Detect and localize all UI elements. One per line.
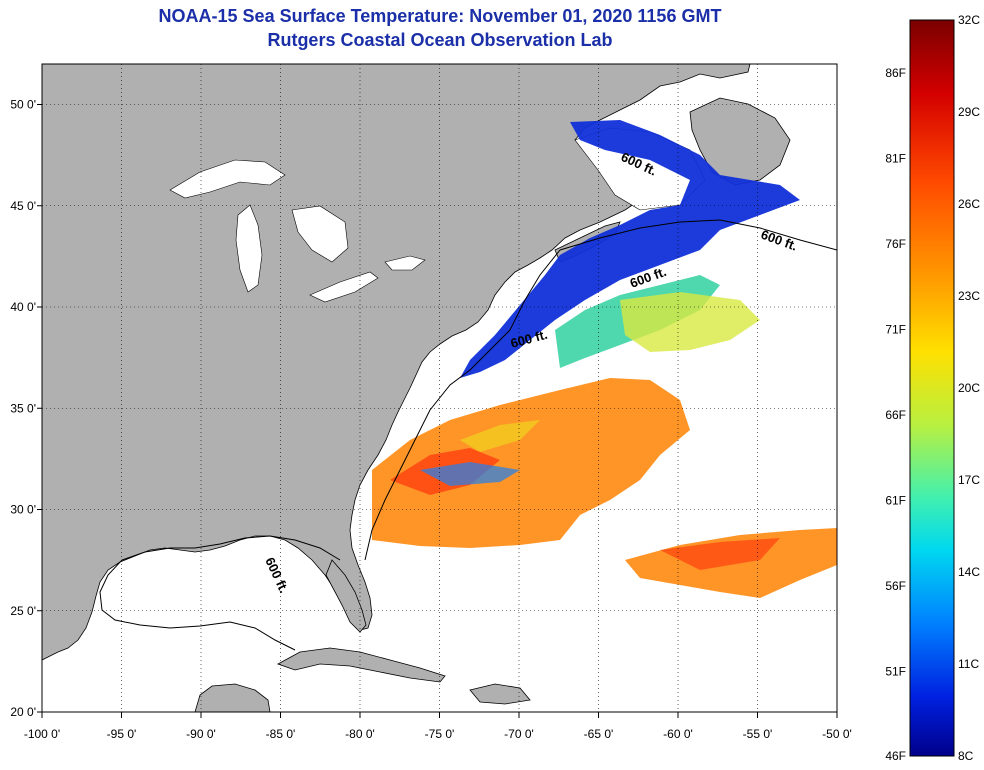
colorbar-celsius-label: 20C <box>958 381 980 395</box>
longitude-tick-label: -85 0' <box>266 727 296 741</box>
colorbar-fahrenheit-label: 81F <box>885 152 906 166</box>
lake-erie <box>309 271 379 303</box>
colorbar-fahrenheit-label: 76F <box>885 237 906 251</box>
longitude-tick-label: -90 0' <box>186 727 216 741</box>
colorbar-celsius-label: 8C <box>958 749 974 763</box>
sst-hot-spot <box>660 538 780 570</box>
colorbar-celsius-label: 17C <box>958 473 980 487</box>
latitude-tick-label: 30 0' <box>10 503 36 517</box>
colorbar-fahrenheit-labels: 86F 81F 76F 71F 66F 61F 56F 51F 46F <box>885 66 906 763</box>
lake-ontario <box>384 255 426 271</box>
longitude-tick-label: -80 0' <box>345 727 375 741</box>
map-gridlines <box>42 64 837 712</box>
colorbar-fahrenheit-label: 51F <box>885 665 906 679</box>
colorbar-celsius-label: 23C <box>958 289 980 303</box>
colorbar-fahrenheit-label: 86F <box>885 66 906 80</box>
contour-600ft-gulf <box>99 535 341 651</box>
longitude-tick-label: -100 0' <box>24 727 60 741</box>
longitude-tick-label: -95 0' <box>107 727 137 741</box>
latitude-ticks: 20 0' 25 0' 30 0' 35 0' 40 0' 45 0' 50 0' <box>10 98 42 719</box>
latitude-tick-label: 40 0' <box>10 300 36 314</box>
longitude-tick-label: -55 0' <box>743 727 773 741</box>
land-newfoundland <box>689 97 791 186</box>
longitude-tick-label: -65 0' <box>584 727 614 741</box>
longitude-ticks: -100 0' -95 0' -90 0' -85 0' -80 0' -75 0' -70… <box>24 712 852 741</box>
contour-600ft-atlantic <box>559 219 837 251</box>
longitude-tick-label: -75 0' <box>425 727 455 741</box>
land-cuba <box>277 647 446 683</box>
map-subtitle: Rutgers Coastal Ocean Observation Lab <box>267 30 613 50</box>
latitude-tick-label: 20 0' <box>10 705 36 719</box>
lake-superior <box>169 159 286 199</box>
land-hispaniola <box>469 683 531 705</box>
colorbar <box>909 19 955 757</box>
sst-mid-region <box>420 462 520 486</box>
sst-warm-region <box>372 378 690 548</box>
contour-600ft-atlantic-south <box>364 249 561 561</box>
colorbar-celsius-labels: 32C 29C 26C 23C 20C 17C 14C 11C 8C <box>958 13 980 763</box>
colorbar-fahrenheit-label: 56F <box>885 579 906 593</box>
sst-mid-region <box>460 420 540 452</box>
colorbar-celsius-label: 26C <box>958 197 980 211</box>
colorbar-fahrenheit-label: 61F <box>885 494 906 508</box>
colorbar-fahrenheit-label: 46F <box>885 749 906 763</box>
colorbar-celsius-label: 11C <box>958 657 979 671</box>
colorbar-celsius-label: 14C <box>958 565 980 579</box>
latitude-tick-label: 35 0' <box>10 401 36 415</box>
map-title: NOAA-15 Sea Surface Temperature: Novembe… <box>158 6 722 26</box>
lake-michigan <box>235 204 263 293</box>
longitude-tick-label: -60 0' <box>663 727 693 741</box>
land-yucatan <box>194 683 271 712</box>
latitude-tick-label: 45 0' <box>10 199 36 213</box>
latitude-tick-label: 25 0' <box>10 604 36 618</box>
longitude-tick-label: -70 0' <box>504 727 534 741</box>
colorbar-fahrenheit-label: 66F <box>885 408 906 422</box>
colorbar-celsius-label: 32C <box>958 13 980 27</box>
sst-cold-region <box>460 120 800 378</box>
colorbar-celsius-label: 29C <box>958 105 980 119</box>
colorbar-fahrenheit-label: 71F <box>885 323 906 337</box>
latitude-tick-label: 50 0' <box>10 98 36 112</box>
longitude-tick-label: -50 0' <box>822 727 852 741</box>
lake-huron <box>291 205 349 263</box>
